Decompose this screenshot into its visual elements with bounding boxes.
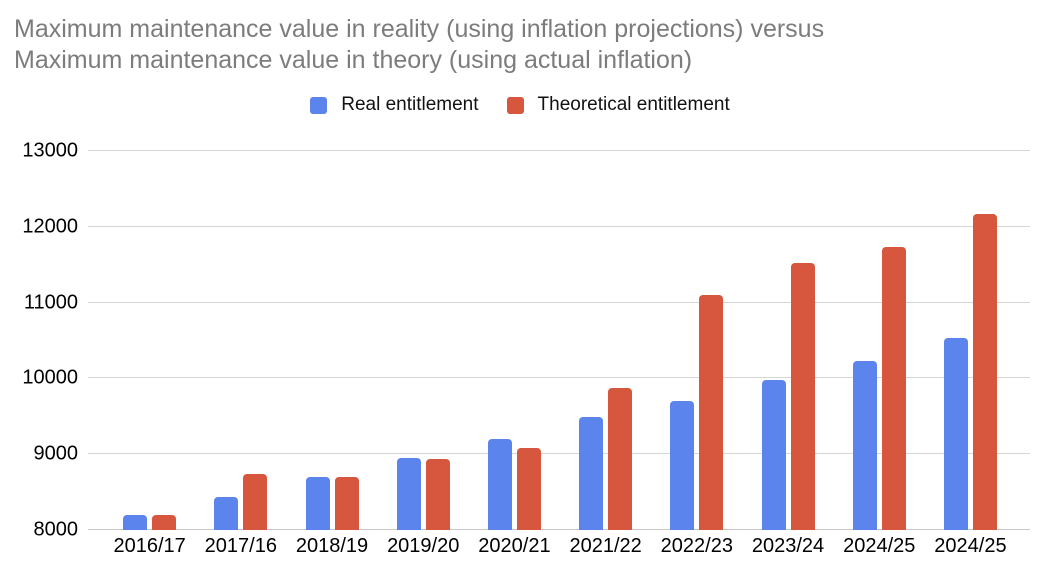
bar-real-entitlement-9-2024-25 [943, 338, 968, 530]
bar-group-5-2021-22 [560, 151, 651, 530]
bar-theoretical-entitlement-9-2024-25 [972, 213, 997, 530]
bar-real-entitlement-4-2020-21 [487, 438, 512, 530]
bar-theoretical-entitlement-8-2024-25 [881, 246, 906, 530]
bar-group-3-2019-20 [378, 151, 469, 530]
chart-title: Maximum maintenance value in reality (us… [14, 14, 1024, 76]
x-tick-1-2017-16: 2017/16 [204, 535, 277, 557]
y-tick-8000: 8000 [33, 518, 79, 541]
y-axis-labels: 8000 9000 10000 11000 12000 13000 [0, 140, 79, 541]
chart-title-line-2: Maximum maintenance value in theory (usi… [14, 46, 693, 74]
bar-real-entitlement-3-2019-20 [396, 458, 421, 530]
bar-real-entitlement-8-2024-25 [852, 361, 877, 530]
legend-item-theoretical-entitlement: Theoretical entitlement [506, 94, 730, 116]
bar-group-0-2016-17 [104, 151, 195, 530]
legend-item-real-entitlement: Real entitlement [310, 94, 479, 116]
x-tick-4-2020-21: 2020/21 [478, 535, 551, 557]
legend-swatch-theoretical-entitlement-icon [506, 96, 524, 114]
bar-real-entitlement-1-2017-16 [214, 497, 239, 530]
bar-real-entitlement-5-2021-22 [579, 417, 604, 530]
chart-title-line-1: Maximum maintenance value in reality (us… [14, 15, 825, 43]
bar-real-entitlement-6-2022-23 [670, 400, 695, 530]
bar-theoretical-entitlement-2-2018-19 [334, 476, 359, 530]
x-tick-8-2024-25: 2024/25 [843, 535, 916, 557]
bar-groups [88, 151, 1030, 530]
plot-area [88, 150, 1030, 530]
bar-theoretical-entitlement-3-2019-20 [425, 458, 450, 530]
x-tick-5-2021-22: 2021/22 [569, 535, 642, 557]
x-tick-3-2019-20: 2019/20 [387, 535, 460, 557]
gridline-10000 [88, 377, 1030, 379]
y-tick-9000: 9000 [33, 442, 79, 465]
bar-group-1-2017-16 [195, 151, 286, 530]
y-tick-11000: 11000 [23, 291, 78, 314]
gridline-13000 [88, 150, 1030, 151]
bar-theoretical-entitlement-1-2017-16 [243, 473, 268, 530]
x-tick-6-2022-23: 2022/23 [660, 535, 733, 557]
bar-real-entitlement-7-2023-24 [761, 380, 786, 530]
bar-real-entitlement-2-2018-19 [305, 476, 330, 530]
bar-theoretical-entitlement-7-2023-24 [790, 263, 815, 530]
bar-theoretical-entitlement-4-2020-21 [516, 448, 541, 530]
y-tick-13000: 13000 [22, 139, 78, 162]
legend-label-theoretical-entitlement: Theoretical entitlement [537, 94, 730, 115]
bar-group-9-2024-25 [925, 151, 1016, 530]
y-tick-10000: 10000 [22, 366, 78, 389]
x-tick-7-2023-24: 2023/24 [751, 535, 825, 557]
legend: Real entitlement Theoretical entitlement [0, 93, 1040, 117]
x-axis-labels: 2016/17 2017/16 2018/19 2019/20 2020/21 2021/… [88, 535, 1030, 563]
x-tick-9-2024-25: 2024/25 [934, 535, 1007, 557]
gridline-8000 [88, 529, 1030, 530]
x-tick-2-2018-19: 2018/19 [295, 535, 369, 557]
gridline-12000 [88, 225, 1030, 227]
bar-group-8-2024-25 [834, 151, 925, 530]
bar-real-entitlement-0-2016-17 [123, 514, 148, 530]
bar-theoretical-entitlement-5-2021-22 [608, 388, 633, 530]
bar-group-4-2020-21 [469, 151, 560, 530]
legend-label-real-entitlement: Real entitlement [341, 94, 479, 115]
bar-theoretical-entitlement-6-2022-23 [699, 295, 724, 530]
bar-group-6-2022-23 [651, 151, 742, 530]
bar-group-7-2023-24 [742, 151, 833, 530]
bar-theoretical-entitlement-0-2016-17 [152, 514, 177, 530]
x-tick-0-2016-17: 2016/17 [113, 535, 186, 557]
legend-swatch-real-entitlement-icon [310, 96, 328, 114]
bar-group-2-2018-19 [286, 151, 377, 530]
gridline-9000 [88, 453, 1030, 455]
gridline-11000 [88, 301, 1030, 303]
y-tick-12000: 12000 [22, 215, 78, 238]
